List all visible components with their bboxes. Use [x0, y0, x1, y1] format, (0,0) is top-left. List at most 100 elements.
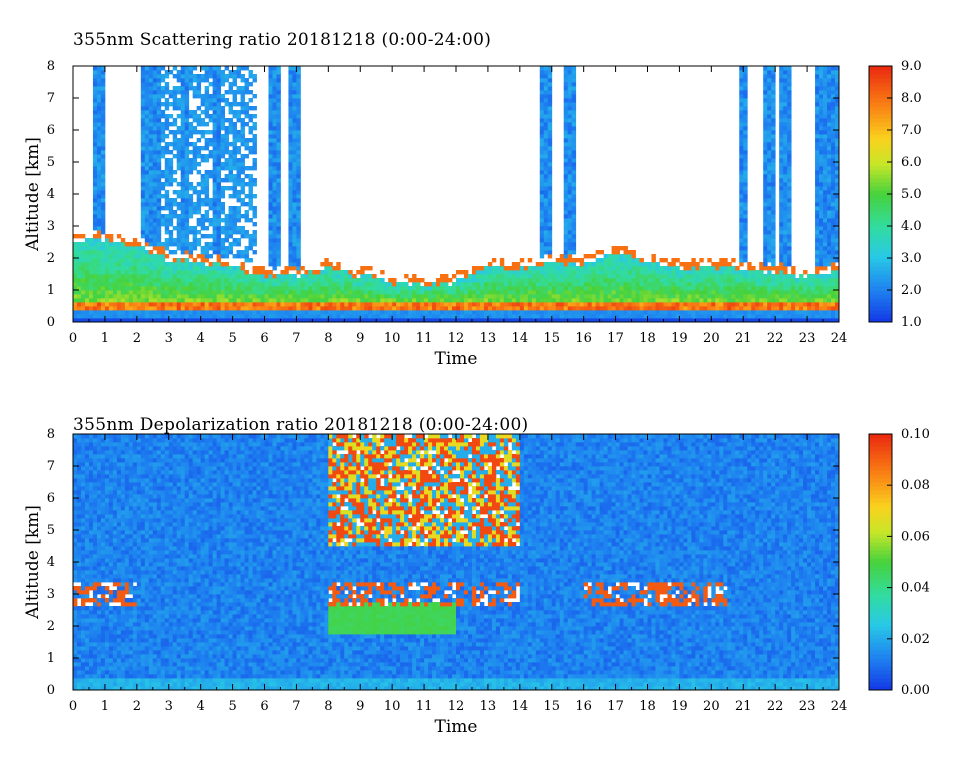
- heatmap-cell: [328, 306, 333, 311]
- heatmap-cell: [344, 278, 349, 283]
- heatmap-cell: [707, 306, 712, 311]
- heatmap-cell: [803, 270, 808, 275]
- heatmap-cell: [220, 142, 225, 147]
- heatmap-cell: [240, 158, 245, 163]
- heatmap-cell: [547, 94, 553, 99]
- heatmap-cell: [152, 134, 158, 139]
- heatmap-cell: [456, 318, 461, 323]
- heatmap-cell: [715, 262, 720, 267]
- heatmap-cell: [268, 210, 273, 215]
- heatmap-cell: [156, 202, 162, 207]
- heatmap-cell: [204, 138, 210, 143]
- heatmap-cell: [200, 118, 206, 123]
- heatmap-cell: [487, 290, 493, 295]
- heatmap-cell: [739, 314, 744, 319]
- heatmap-cell: [651, 262, 656, 267]
- heatmap-cell: [208, 254, 214, 259]
- heatmap-cell: [487, 274, 493, 279]
- heatmap-cell: [252, 142, 257, 147]
- heatmap-cell: [136, 310, 142, 315]
- heatmap-cell: [144, 294, 150, 299]
- heatmap-cell: [615, 282, 620, 287]
- heatmap-cell: [200, 218, 206, 223]
- heatmap-cell: [316, 318, 321, 323]
- heatmap-cell: [164, 314, 170, 319]
- heatmap-cell: [220, 286, 225, 291]
- heatmap-cell: [96, 282, 102, 287]
- heatmap-cell: [148, 250, 154, 255]
- heatmap-cell: [503, 318, 509, 323]
- heatmap-cell: [112, 258, 118, 263]
- heatmap-cell: [168, 306, 174, 311]
- heatmap-cell: [292, 66, 297, 71]
- heatmap-cell: [619, 290, 624, 295]
- heatmap-cell: [180, 106, 186, 111]
- heatmap-cell: [268, 102, 273, 107]
- heatmap-cell: [304, 302, 309, 307]
- heatmap-cell: [124, 254, 130, 259]
- heatmap-cell: [268, 246, 273, 251]
- heatmap-cell: [192, 310, 198, 315]
- heatmap-cell: [288, 146, 293, 151]
- heatmap-cell: [340, 282, 345, 287]
- heatmap-cell: [463, 274, 469, 279]
- heatmap-cell: [539, 142, 545, 147]
- heatmap-cell: [320, 278, 325, 283]
- heatmap-cell: [92, 234, 98, 239]
- heatmap-cell: [216, 266, 222, 271]
- heatmap-cell: [763, 142, 768, 147]
- heatmap-cell: [531, 290, 537, 295]
- heatmap-cell: [571, 158, 577, 163]
- heatmap-cell: [691, 318, 696, 323]
- heatmap-cell: [204, 286, 210, 291]
- heatmap-cell: [176, 270, 182, 275]
- heatmap-cell: [272, 134, 277, 139]
- heatmap-cell: [156, 190, 162, 195]
- heatmap-cell: [623, 286, 628, 291]
- heatmap-cell: [148, 102, 154, 107]
- heatmap-cell: [763, 266, 768, 271]
- heatmap-cell: [695, 302, 700, 307]
- heatmap-cell: [108, 310, 114, 315]
- heatmap-cell: [292, 282, 297, 287]
- heatmap-cell: [819, 230, 824, 235]
- heatmap-cell: [280, 298, 285, 303]
- heatmap-cell: [767, 110, 772, 115]
- heatmap-cell: [80, 286, 86, 291]
- heatmap-cell: [164, 218, 170, 223]
- heatmap-cell: [236, 206, 241, 211]
- heatmap-cell: [240, 290, 245, 295]
- heatmap-cell: [547, 70, 553, 75]
- heatmap-cell: [216, 262, 222, 267]
- heatmap-cell: [188, 110, 194, 115]
- heatmap-cell: [499, 298, 505, 303]
- heatmap-cell: [92, 218, 98, 223]
- heatmap-cell: [200, 146, 206, 151]
- heatmap-cell: [539, 198, 545, 203]
- heatmap-cell: [176, 262, 182, 267]
- heatmap-cell: [671, 310, 676, 315]
- heatmap-cell: [324, 258, 329, 263]
- heatmap-cell: [595, 278, 601, 283]
- heatmap-cell: [184, 174, 190, 179]
- heatmap-cell: [607, 258, 612, 263]
- heatmap-cell: [551, 286, 557, 291]
- heatmap-cell: [268, 250, 273, 255]
- heatmap-cell: [276, 98, 281, 103]
- heatmap-cell: [208, 206, 214, 211]
- heatmap-cell: [783, 230, 788, 235]
- heatmap-cell: [499, 266, 505, 271]
- heatmap-cell: [224, 270, 229, 275]
- heatmap-cell: [627, 278, 632, 283]
- heatmap-cell: [164, 206, 170, 211]
- heatmap-cell: [76, 306, 82, 311]
- heatmap-cell: [328, 298, 333, 303]
- heatmap-cell: [200, 186, 206, 191]
- heatmap-cell: [272, 170, 277, 175]
- heatmap-cell: [779, 130, 784, 135]
- heatmap-cell: [288, 250, 293, 255]
- heatmap-cell: [759, 298, 764, 303]
- heatmap-cell: [539, 270, 545, 275]
- heatmap-cell: [599, 270, 605, 275]
- heatmap-cell: [659, 286, 664, 291]
